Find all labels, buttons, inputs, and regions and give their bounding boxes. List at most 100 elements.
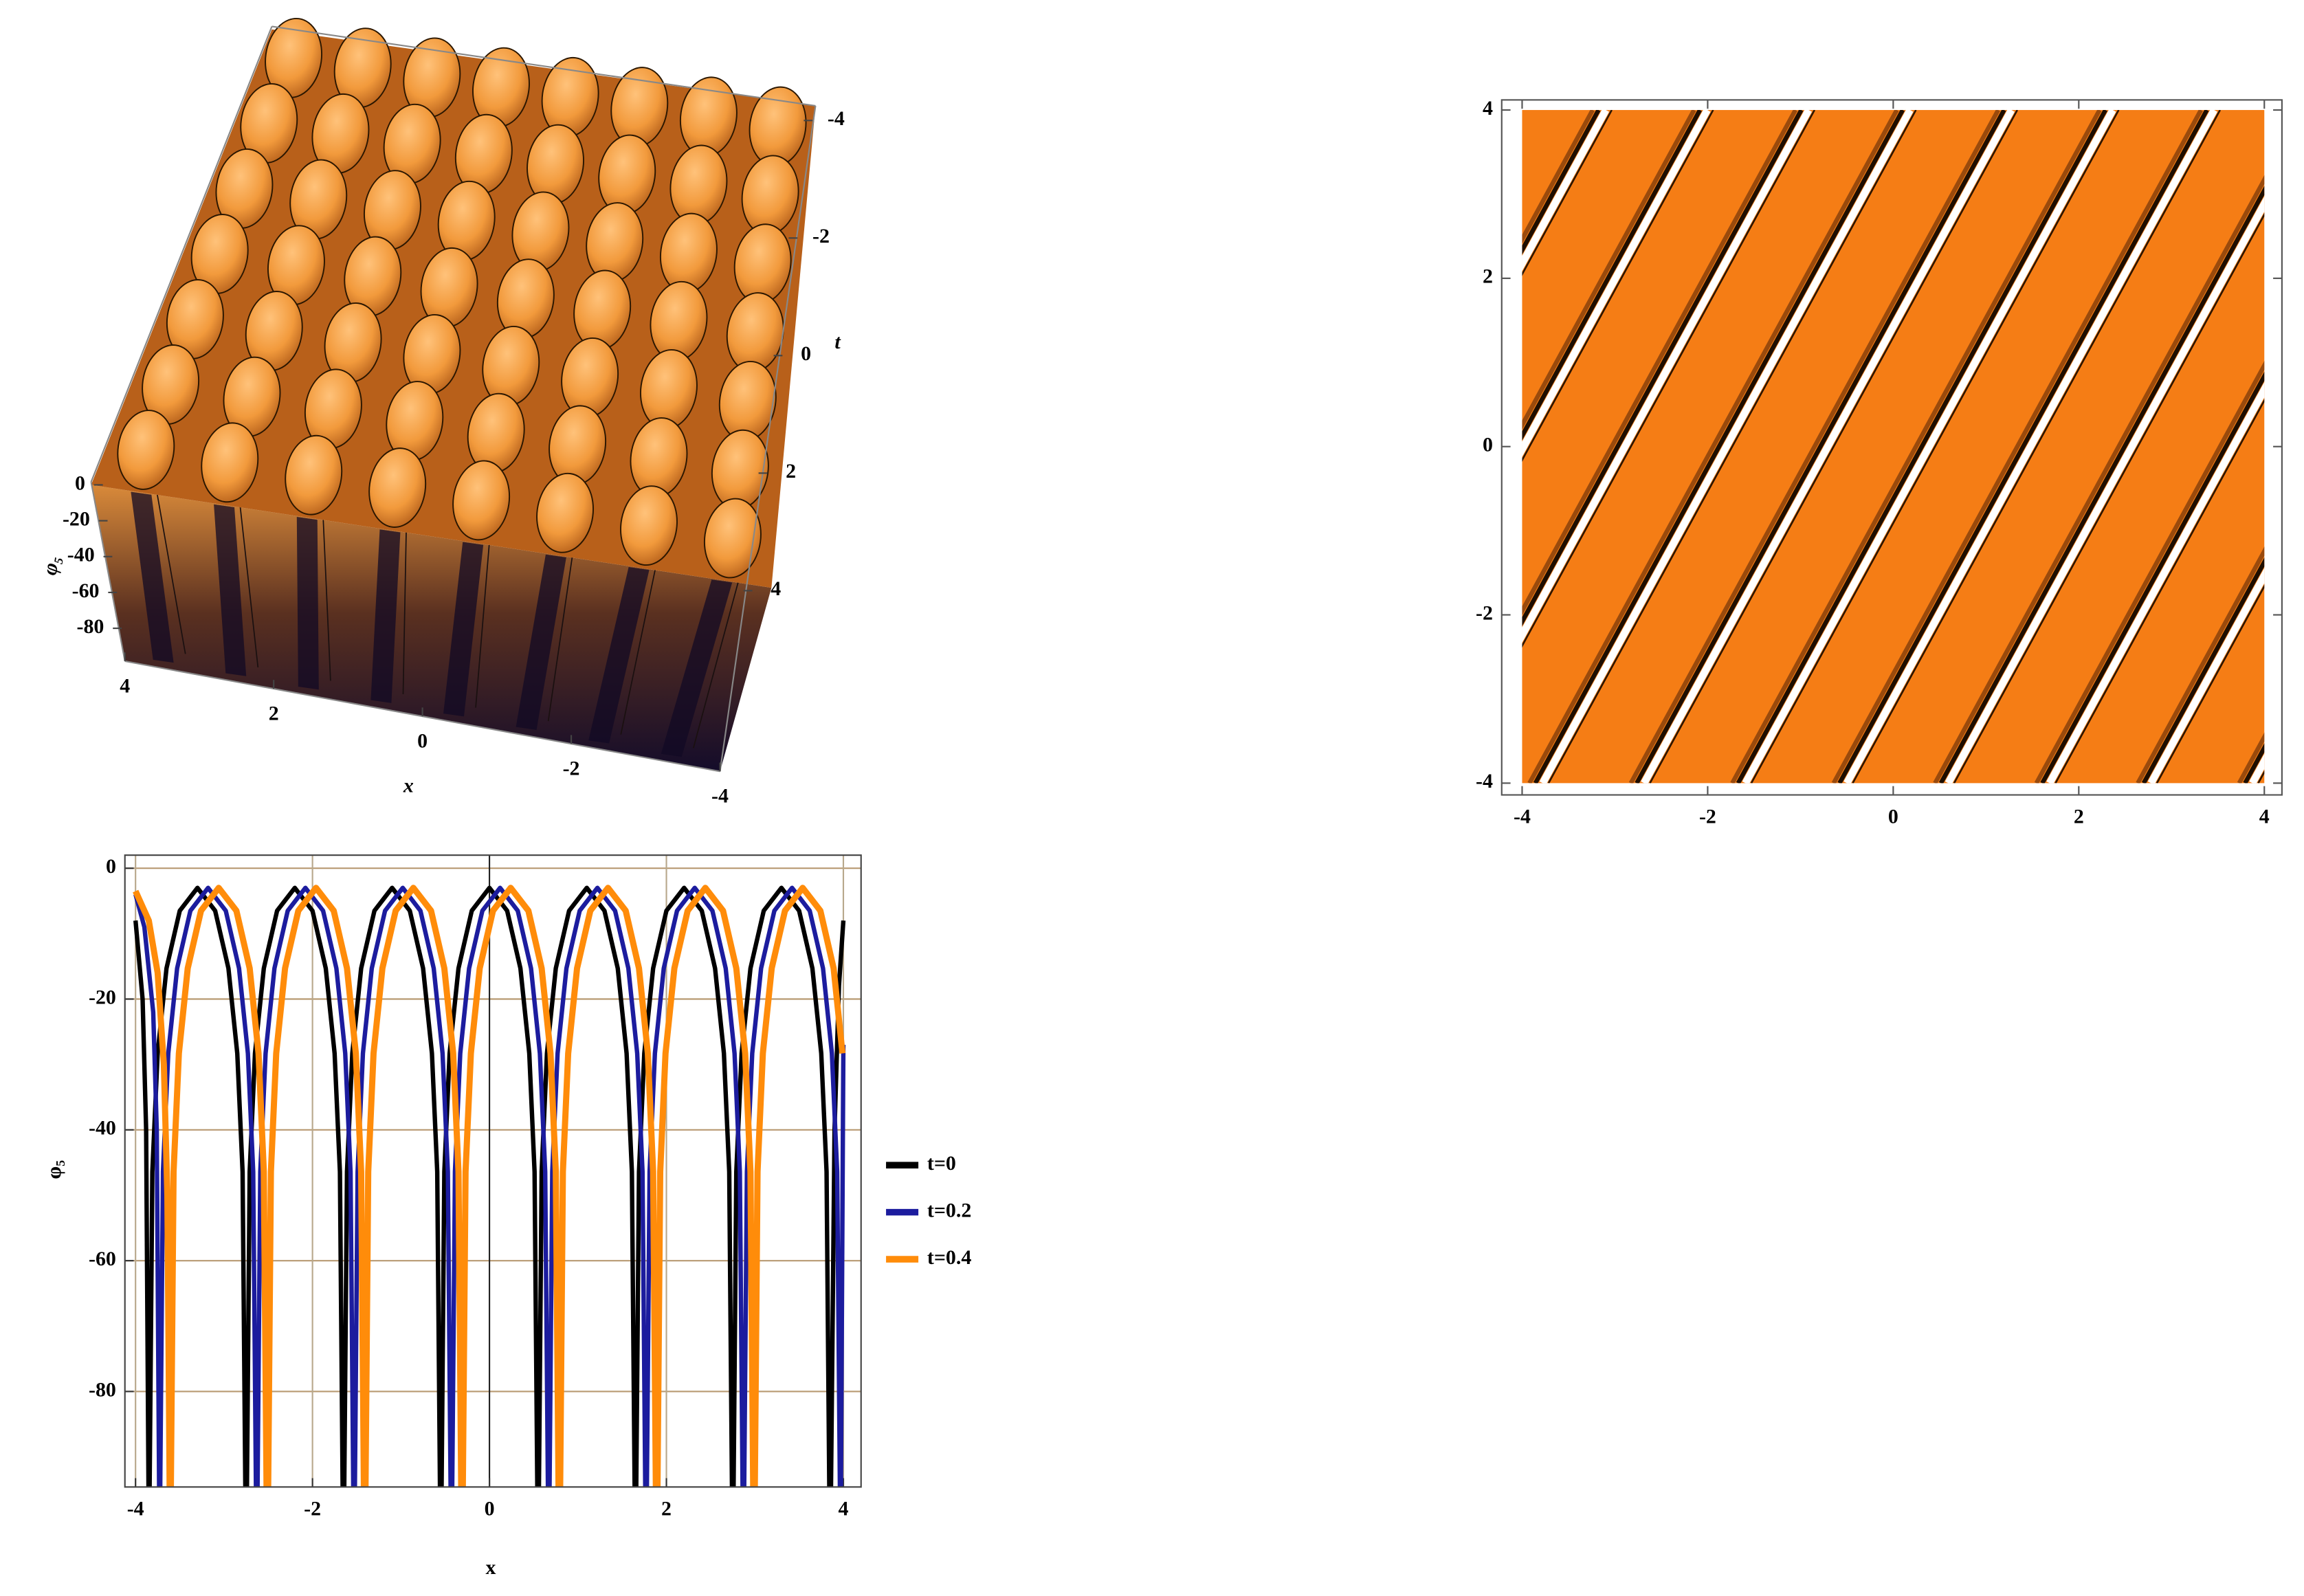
tick-label: -60 [72,579,100,602]
surface-bump [536,472,595,553]
x-tick-label: -4 [127,1497,144,1520]
surface-bump [452,460,511,541]
plot-frame [1500,99,2283,796]
axis-label: φ₅ [43,1160,65,1179]
x-tick-label: 0 [485,1497,495,1520]
contour-band [1852,110,2222,784]
x-tick-label: 0 [1888,806,1898,828]
contour-band [2141,557,2265,784]
surface-mesh [620,570,656,735]
surface-bump [117,410,175,490]
contour-band [934,110,1301,783]
surface-trough [443,542,484,717]
surface-trough [370,529,401,703]
surface-trough [516,554,566,730]
series-line [133,885,846,1487]
contour-band [1628,110,2000,784]
x-tick-label: -4 [1514,806,1531,828]
x-tick-label: -2 [304,1497,321,1520]
axis-label: φ₅ [38,554,64,577]
contour-band [1953,212,2265,784]
contour-band [1533,110,1905,784]
contour-band [1522,110,1613,276]
surface-trough [131,491,174,663]
contour-band [2040,371,2265,784]
tick-label: -20 [63,507,90,530]
box-edge [272,25,816,107]
contour-band [1522,110,1711,457]
x-tick-label: 2 [2074,806,2084,828]
tick-label: -40 [67,544,95,566]
contour-band [1522,110,1816,648]
box-edge [90,26,273,483]
x-tick-label: 4 [2259,806,2270,828]
surface-bump [703,498,762,579]
contour-band [1522,110,1804,627]
contour-band [1547,110,1917,784]
contour-band [940,110,1307,783]
surface-trough [661,579,733,757]
legend-label: t=0 [927,1152,956,1175]
tick-label: 4 [120,674,130,697]
y-tick-label: 2 [1483,265,1493,288]
y-tick-label: -80 [89,1378,116,1401]
contour-band [1130,110,1497,783]
x-tick-label: 4 [839,1497,849,1520]
surface-bump [620,485,678,566]
contour-band [1837,110,2209,784]
tick-label: -4 [828,107,845,130]
series-line [133,885,846,1487]
x-tick-label: 2 [661,1497,672,1520]
surface-mesh [547,557,573,722]
contour-bands [934,110,2265,784]
surface-bump [368,447,427,528]
tick-label: 4 [771,577,781,600]
contour-band [1522,110,1601,255]
surface-mesh [402,532,407,695]
contour-band [2034,361,2265,784]
contour-band [1641,110,2015,784]
contour-band [1522,110,1813,643]
y-tick-label: -40 [89,1117,116,1140]
surface-trough [214,504,247,676]
legend-label: t=0.2 [927,1199,971,1221]
surface-trough [296,516,319,690]
contour-band [1831,110,2203,784]
legend-label: t=0.4 [927,1246,971,1269]
contour-band [1522,110,1595,244]
contour-plot: -4 -2 0 2 4 -4 -2 0 2 4 [934,97,2283,828]
contour-band [1527,110,1899,784]
tick-label: -4 [711,785,729,808]
box-edge [719,105,817,772]
surface-mesh [239,507,259,668]
contour-band [1938,186,2265,784]
contour-band [2147,568,2265,784]
surface-mesh [157,494,186,654]
surface-mesh [322,520,331,681]
y-tick-label: -20 [89,986,116,1008]
contour-band [1041,110,1408,783]
surface-bump [201,422,259,503]
contour-band [1522,110,1714,462]
contour-band [2054,399,2265,784]
y-tick-label: 0 [1483,434,1493,456]
y-tick-label: -60 [89,1248,116,1270]
surface-bump [285,434,343,516]
series-lines [133,885,846,1487]
contour-band [1933,175,2265,784]
contour-band [1522,110,1610,271]
y-tick-label: -2 [1476,601,1493,624]
axis-label: x [486,1556,496,1579]
contour-band [1843,110,2218,784]
tick-label: 0 [75,472,85,494]
contour-band [1945,196,2265,784]
tick-label: 0 [801,342,811,365]
contour-band [1750,110,2120,784]
contour-band [1137,110,1504,783]
contour-band [1522,110,1696,430]
contour-band [1742,110,2116,784]
